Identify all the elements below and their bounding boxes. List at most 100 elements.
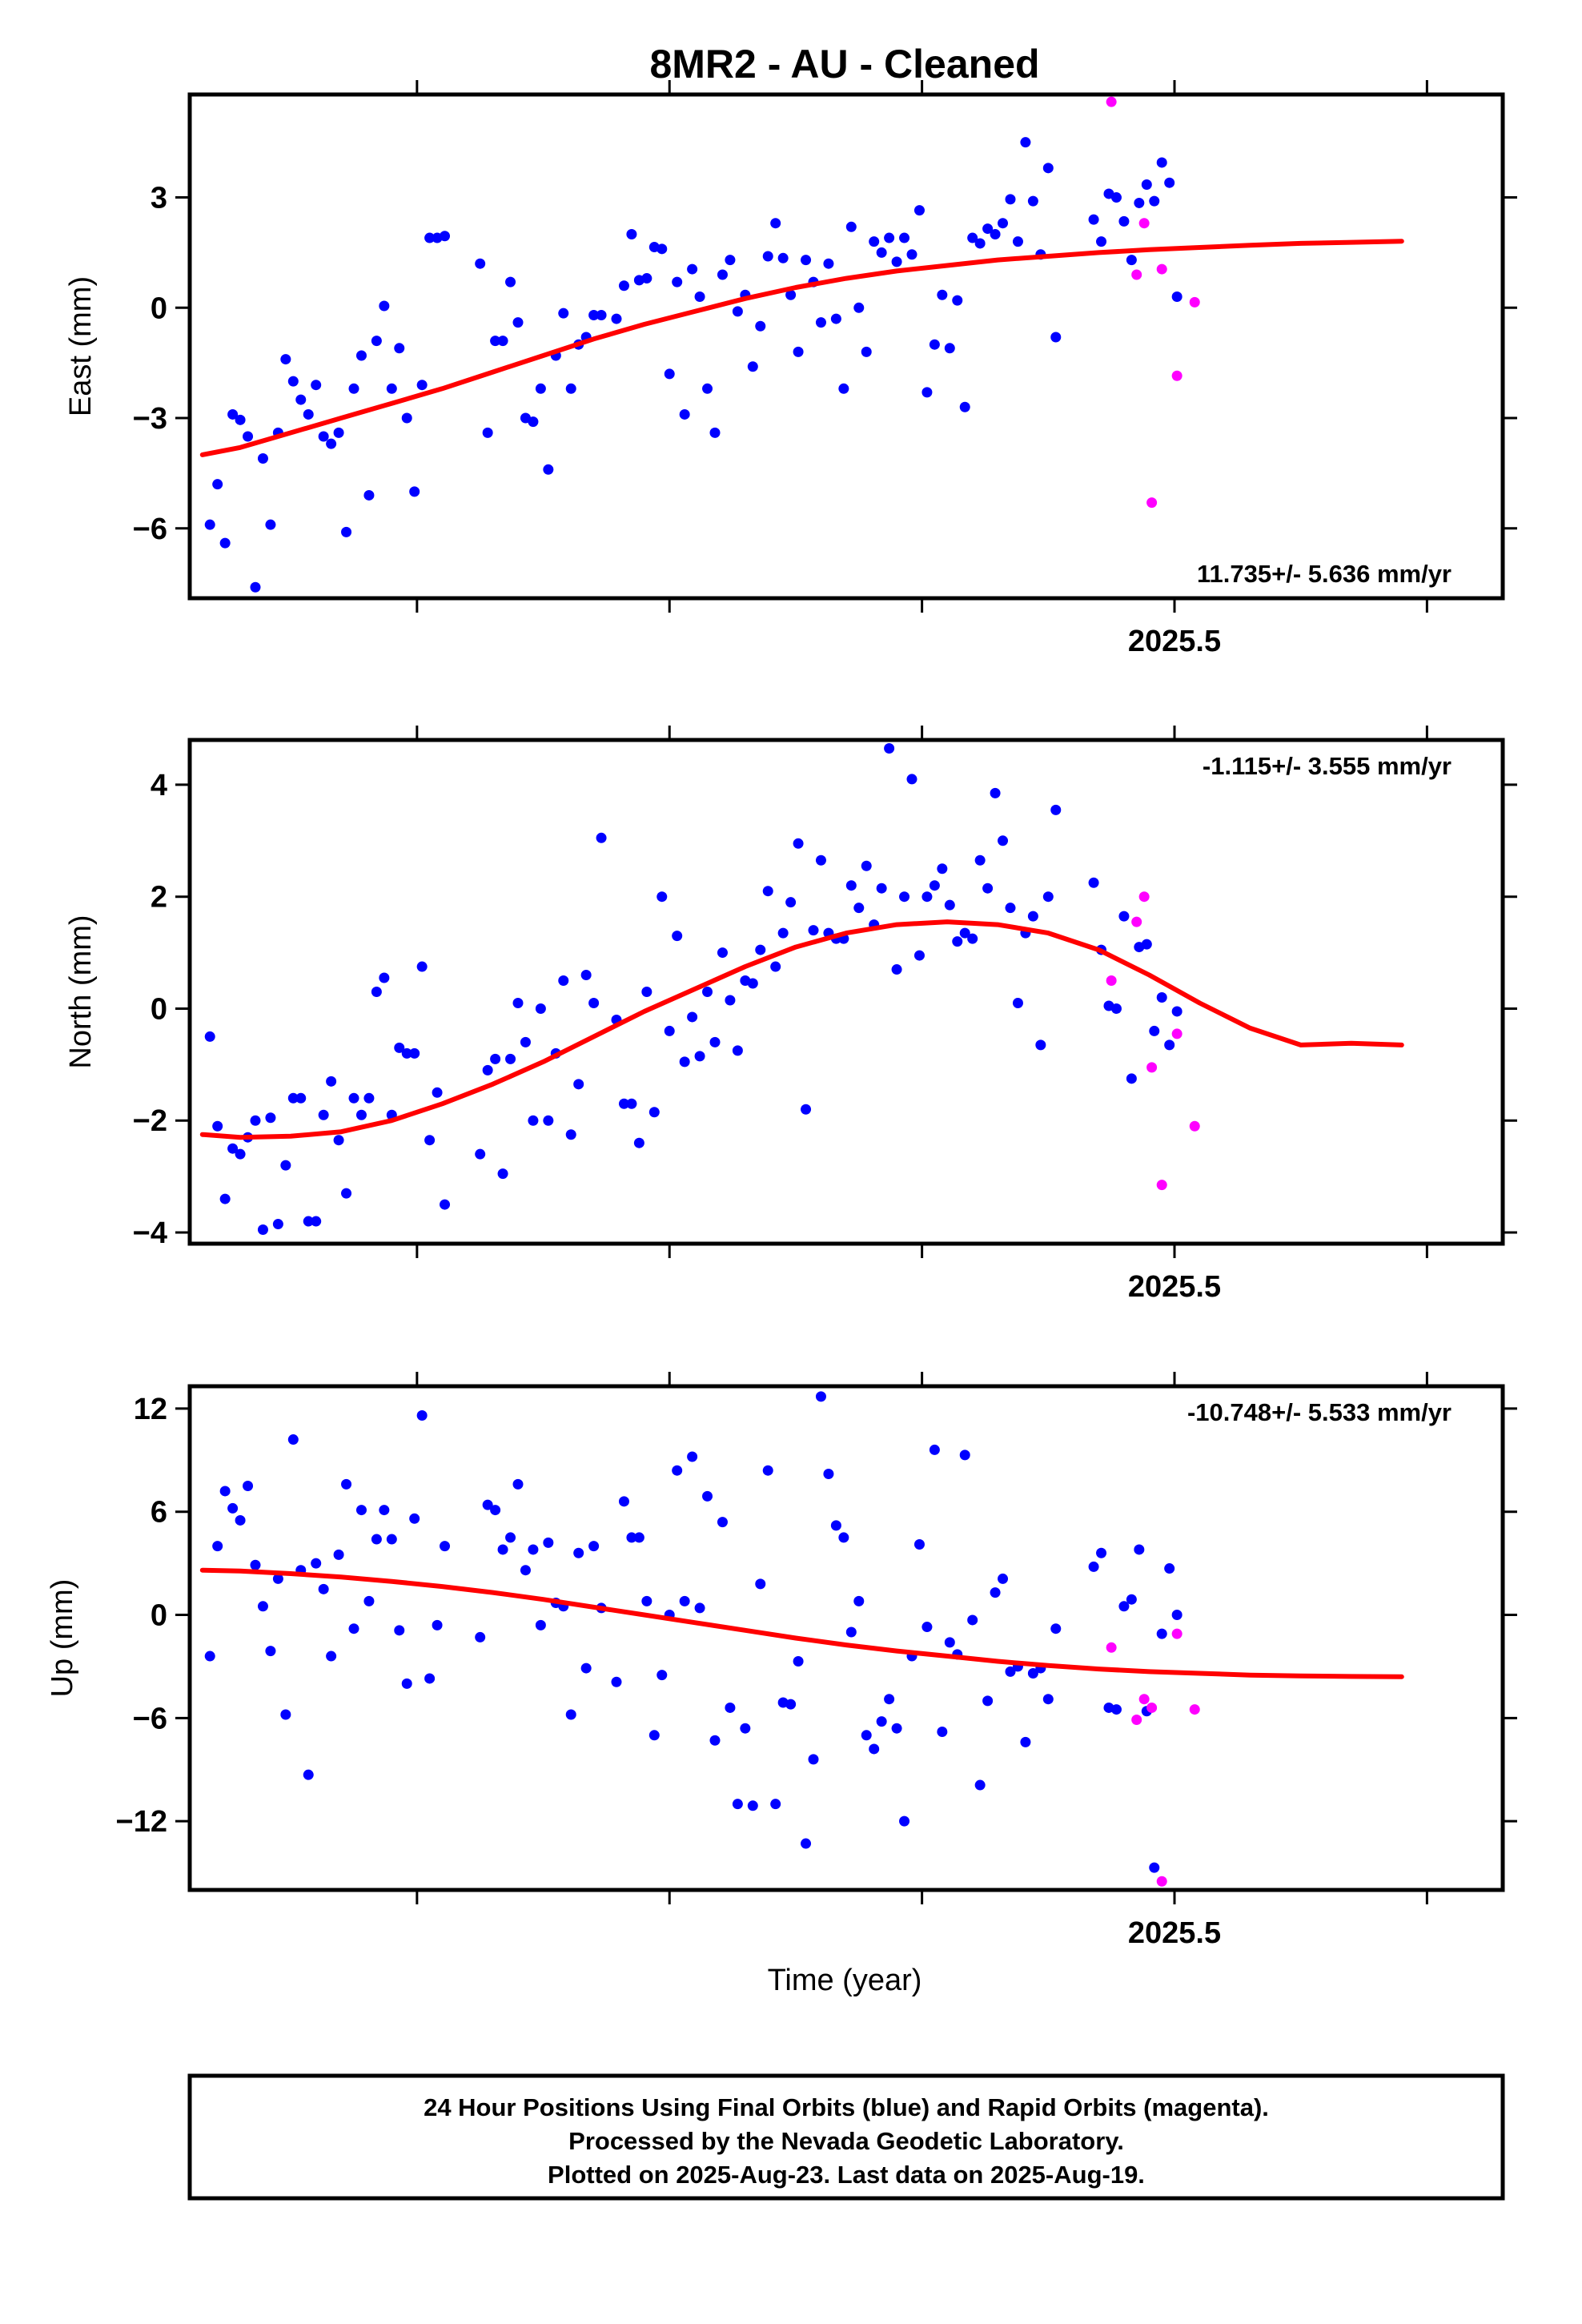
up-final-orbit-point <box>656 1670 668 1681</box>
north-final-orbit-point <box>967 933 978 944</box>
up-final-orbit-point <box>808 1754 819 1765</box>
north-final-orbit-point <box>490 1053 501 1064</box>
up-final-orbit-point <box>227 1502 239 1514</box>
east-final-orbit-point <box>959 401 970 412</box>
up-final-orbit-point <box>212 1541 223 1552</box>
north-final-orbit-point <box>937 863 948 875</box>
north-final-orbit-point <box>633 1137 644 1148</box>
north-final-orbit-point <box>1005 903 1016 914</box>
up-final-orbit-point <box>1027 1668 1038 1679</box>
east-final-orbit-point <box>1042 163 1054 174</box>
north-rapid-orbit-point <box>1189 1120 1200 1132</box>
east-final-orbit-point <box>565 383 576 394</box>
up-final-orbit-point <box>717 1517 728 1528</box>
up-final-orbit-point <box>528 1544 539 1555</box>
east-final-orbit-point <box>944 343 955 354</box>
up-final-orbit-point <box>363 1595 375 1606</box>
north-final-orbit-point <box>588 997 600 1008</box>
north-final-orbit-point <box>326 1076 337 1087</box>
up-final-orbit-point <box>884 1694 895 1705</box>
up-final-orbit-point <box>641 1595 652 1606</box>
north-final-orbit-point <box>528 1115 539 1126</box>
east-final-orbit-point <box>250 581 261 593</box>
up-panel: −12 −6 0 6 12 2025.5 Up (mm) -10.748+/- 5.533 m… <box>46 1372 1517 1950</box>
east-ytick-label: 0 <box>151 292 167 325</box>
east-final-orbit-point <box>747 361 758 372</box>
up-final-orbit-point <box>588 1541 600 1552</box>
up-final-orbit-point <box>265 1646 276 1657</box>
east-final-orbit-point <box>618 280 629 292</box>
north-ytick-label: −2 <box>133 1104 167 1138</box>
north-final-orbit-point <box>815 854 826 866</box>
east-final-orbit-point <box>937 289 948 300</box>
north-final-orbit-point <box>884 742 895 754</box>
east-final-orbit-point <box>386 383 397 394</box>
east-panel: −6 −3 0 3 2025.5 East (mm) 11.735+/- 5.636 mm/… <box>64 80 1517 658</box>
north-rapid-orbit-point <box>1146 1062 1158 1073</box>
up-final-orbit-point <box>626 1532 637 1543</box>
east-rapid-orbit-point <box>1189 296 1200 308</box>
up-final-orbit-point <box>1134 1544 1145 1555</box>
up-final-orbit-point <box>1042 1694 1054 1705</box>
east-final-orbit-point <box>311 380 322 391</box>
east-final-orbit-point <box>1164 177 1175 188</box>
up-final-orbit-point <box>845 1626 857 1638</box>
up-final-orbit-point <box>899 1815 910 1827</box>
east-final-orbit-point <box>725 255 736 266</box>
east-final-orbit-point <box>318 431 329 442</box>
north-final-orbit-point <box>990 787 1001 798</box>
north-final-orbit-point <box>626 1098 637 1109</box>
north-final-orbit-point <box>440 1199 451 1210</box>
up-final-orbit-point <box>475 1631 486 1642</box>
up-final-orbit-point <box>311 1558 322 1569</box>
up-final-orbit-point <box>709 1735 721 1746</box>
north-rapid-orbit-point <box>1131 916 1142 927</box>
up-xtick-label: 2025.5 <box>1128 1916 1221 1950</box>
north-ytick-label: 0 <box>151 992 167 1026</box>
east-final-orbit-point <box>679 408 690 420</box>
north-final-orbit-point <box>1171 1006 1182 1017</box>
east-final-orbit-point <box>333 427 344 438</box>
up-final-orbit-point <box>959 1449 970 1461</box>
footer-line-3: Plotted on 2025-Aug-23. Last data on 202… <box>548 2161 1145 2189</box>
up-final-orbit-point <box>687 1451 698 1462</box>
east-final-orbit-point <box>1156 157 1167 168</box>
east-final-orbit-point <box>656 243 668 255</box>
north-final-orbit-point <box>672 931 683 942</box>
north-final-orbit-point <box>1156 991 1167 1003</box>
up-final-orbit-point <box>876 1716 887 1727</box>
north-final-orbit-point <box>424 1135 436 1146</box>
east-final-orbit-point <box>1118 215 1130 227</box>
north-final-orbit-point <box>401 1047 412 1059</box>
north-final-orbit-point <box>235 1148 246 1160</box>
up-rapid-orbit-point <box>1131 1714 1142 1725</box>
east-final-orbit-point <box>287 376 299 387</box>
north-final-orbit-point <box>565 1129 576 1140</box>
east-final-orbit-point <box>777 252 789 263</box>
east-final-orbit-point <box>303 408 314 420</box>
east-final-orbit-point <box>219 537 231 549</box>
up-final-orbit-point <box>732 1799 743 1810</box>
up-final-orbit-point <box>801 1838 812 1849</box>
north-final-orbit-point <box>295 1092 307 1104</box>
east-final-orbit-point <box>558 308 569 319</box>
north-final-orbit-point <box>1027 911 1038 922</box>
east-final-orbit-point <box>982 223 994 235</box>
north-final-orbit-point <box>1088 877 1099 888</box>
up-final-orbit-point <box>618 1496 629 1507</box>
up-final-orbit-point <box>257 1601 268 1612</box>
east-xtick-label: 2025.5 <box>1128 625 1221 658</box>
up-plot-frame <box>187 1384 1505 1892</box>
up-final-orbit-point <box>394 1625 405 1636</box>
north-final-orbit-point <box>808 925 819 936</box>
north-final-orbit-point <box>717 947 728 959</box>
east-final-orbit-point <box>475 258 486 269</box>
up-final-orbit-point <box>386 1534 397 1545</box>
north-final-orbit-point <box>409 1047 420 1059</box>
east-final-orbit-point <box>535 383 546 394</box>
north-final-orbit-point <box>505 1053 516 1064</box>
up-final-orbit-point <box>580 1663 592 1674</box>
north-final-orbit-point <box>755 944 766 955</box>
up-final-orbit-point <box>982 1695 994 1707</box>
up-final-orbit-point <box>725 1702 736 1713</box>
